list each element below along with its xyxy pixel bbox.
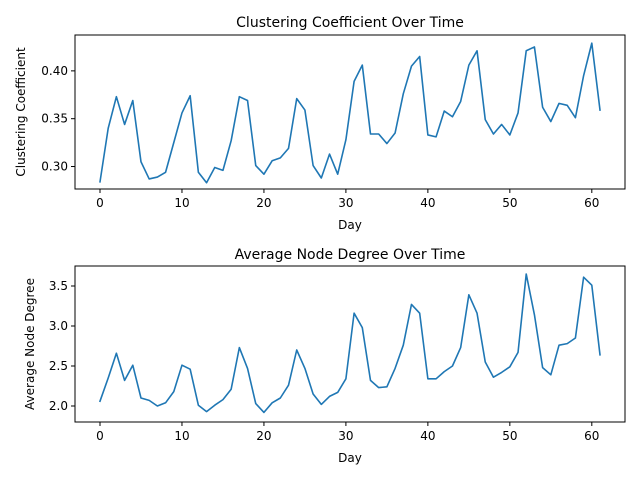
- x-tick-label: 50: [502, 429, 517, 443]
- axis-ticks: 0 10 20 30 40 50 60 0.30 0.35 0.40: [41, 64, 599, 210]
- clustering-coefficient-chart: Clustering Coefficient Over Time Day Clu…: [14, 15, 626, 232]
- x-tick-label: 40: [420, 429, 435, 443]
- y-tick-label: 3.0: [49, 319, 68, 333]
- y-tick-label: 0.30: [41, 160, 68, 174]
- x-axis-label: Day: [338, 218, 362, 232]
- y-tick-label: 2.0: [49, 399, 68, 413]
- series-line: [99, 42, 601, 184]
- x-tick-label: 10: [174, 196, 189, 210]
- y-tick-label: 2.5: [49, 359, 68, 373]
- x-tick-label: 40: [420, 196, 435, 210]
- x-tick-label: 50: [502, 196, 517, 210]
- y-tick-label: 0.35: [41, 112, 68, 126]
- axes-frame: [74, 265, 626, 423]
- y-tick-label: 0.40: [41, 64, 68, 78]
- y-tick-label: 3.5: [49, 279, 68, 293]
- x-tick-label: 0: [96, 196, 104, 210]
- axes-frame: [74, 34, 626, 190]
- series-line: [98, 273, 601, 414]
- average-node-degree-chart: Average Node Degree Over Time Day Averag…: [23, 247, 626, 465]
- chart-title: Clustering Coefficient Over Time: [236, 15, 464, 31]
- x-tick-label: 30: [338, 429, 353, 443]
- axis-ticks: 0 10 20 30 40 50 60 2.0 2.5 3.0 3.5: [49, 279, 600, 443]
- y-axis-label: Clustering Coefficient: [14, 47, 28, 177]
- x-tick-label: 30: [338, 196, 353, 210]
- y-axis-label: Average Node Degree: [23, 278, 37, 410]
- x-tick-label: 60: [584, 429, 599, 443]
- x-tick-label: 0: [96, 429, 104, 443]
- chart-title: Average Node Degree Over Time: [235, 247, 466, 263]
- x-tick-label: 60: [584, 196, 599, 210]
- x-tick-label: 10: [174, 429, 189, 443]
- x-axis-label: Day: [338, 451, 362, 465]
- x-tick-label: 20: [256, 429, 271, 443]
- x-tick-label: 20: [256, 196, 271, 210]
